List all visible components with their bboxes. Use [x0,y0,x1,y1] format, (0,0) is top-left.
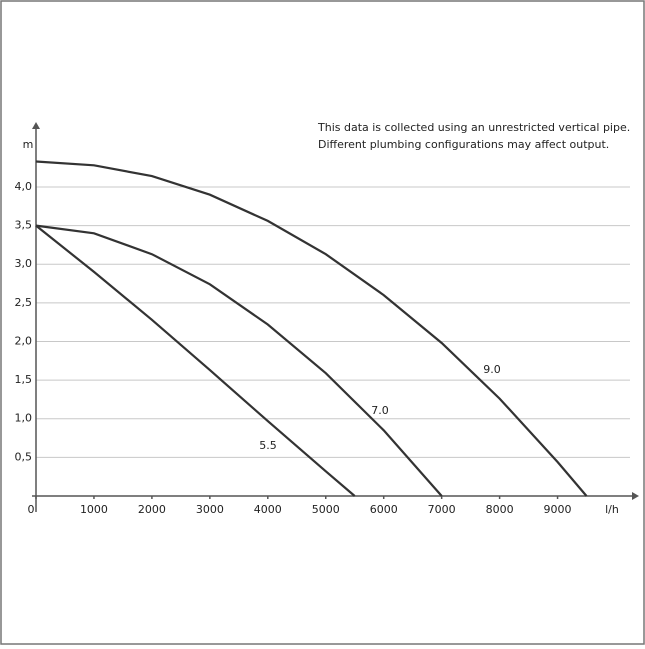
curve [35,224,443,497]
y-tick-label: 2,0 [15,334,33,347]
annotation: Different plumbing configurations may af… [318,138,609,151]
y-tick-label: 3,5 [15,219,33,232]
x-tick-label: 6000 [370,503,398,516]
x-axis-arrow [632,492,639,500]
x-tick-label: 7000 [428,503,456,516]
x-tick-label: 8000 [486,503,514,516]
curve [35,160,588,497]
x-tick-label: 9000 [544,503,572,516]
y-tick-label: 3,0 [15,257,33,270]
x-tick-label: 4000 [254,503,282,516]
series-label: 9.0 [483,363,501,376]
y-tick-label: 1,0 [15,412,33,425]
x-tick-label: 3000 [196,503,224,516]
y-axis-label: m [23,138,34,151]
series-label: 7.0 [371,404,389,417]
y-tick-label: 2,5 [15,296,33,309]
x-tick-label: 0 [28,503,35,516]
x-tick-label: 1000 [80,503,108,516]
x-tick-label: 5000 [312,503,340,516]
annotation: This data is collected using an unrestri… [317,121,630,134]
x-axis-label: l/h [605,503,619,516]
plot: 0,5 1,0 1,5 2,0 2,5 3,0 3,5 4,0 0 1000 2000 3000 400… [15,122,639,516]
y-tick-label: 0,5 [15,450,33,463]
series-label: 5.5 [259,439,277,452]
x-tick-label: 2000 [138,503,166,516]
y-tick-label: 1,5 [15,373,33,386]
y-tick-label: 4,0 [15,180,33,193]
y-axis-arrow [32,122,40,129]
curve [35,224,356,497]
